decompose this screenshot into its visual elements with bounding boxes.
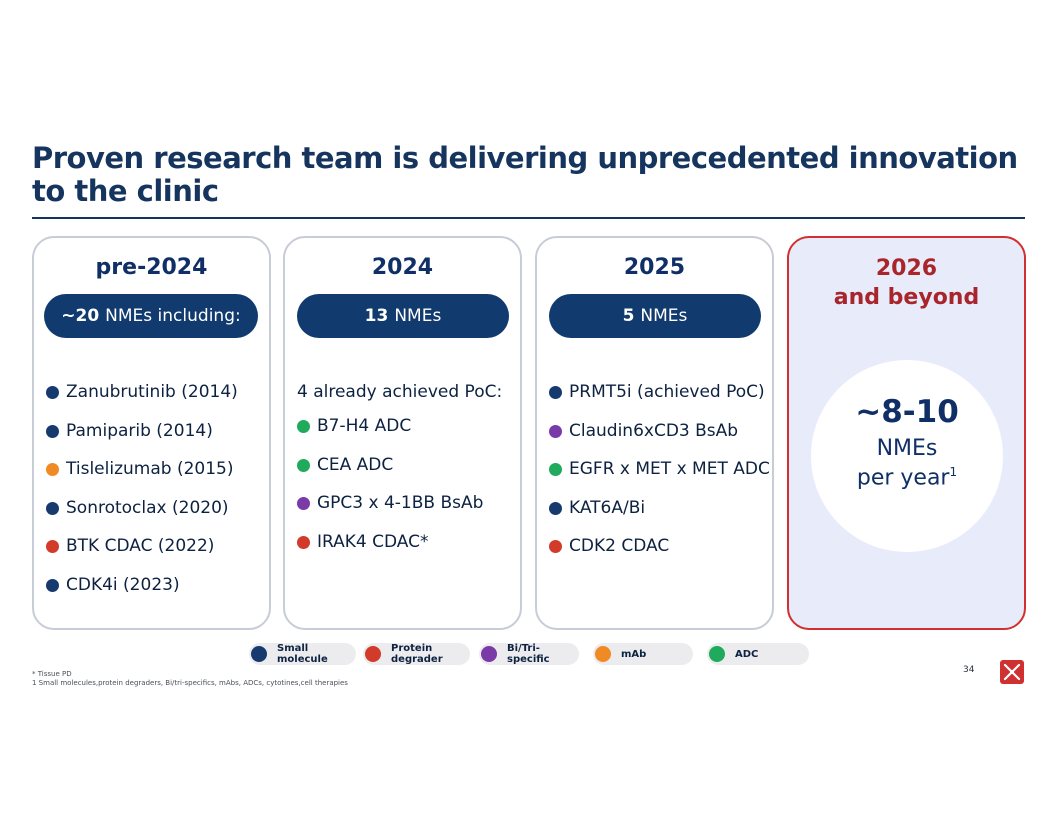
small-molecule-dot-icon [549, 385, 562, 399]
card-heading: 2025 [623, 255, 686, 280]
footnote-tissue-pd: * Tissue PD [32, 670, 72, 678]
list-item-label: Tislelizumab (2015) [66, 459, 234, 479]
legend-protein-degrader: Protein degrader [363, 643, 470, 665]
title-line-2: to the clinic [32, 174, 219, 208]
list-item-label: Pamiparib (2014) [66, 421, 213, 441]
card-heading: pre-2024 [95, 255, 208, 280]
list-item-label: Claudin6xCD3 BsAb [569, 421, 739, 441]
list-item: PRMT5i (achieved PoC) [549, 382, 765, 402]
legend-small-molecule: Small molecule [249, 643, 356, 665]
poc-intro: 4 already achieved PoC: [297, 382, 503, 402]
list-item: CEA ADC [297, 455, 393, 475]
legend-label: Bi/Tri-specific [507, 643, 550, 665]
nme-count: 13 [364, 306, 389, 326]
list-item-label: B7-H4 ADC [317, 416, 412, 436]
card-heading: 2026 and beyond [789, 254, 1024, 312]
title-line-1: Proven research team is delivering unpre… [32, 141, 1018, 175]
nme-count: 5 [622, 306, 635, 326]
card-heading-line-1: 2026 [875, 256, 938, 281]
protein-degrader-dot-icon [549, 539, 562, 553]
nme-label: NMEs [394, 306, 442, 326]
nme-count-pill: 5 NMEs [549, 294, 761, 338]
title-divider [32, 217, 1025, 219]
small-molecule-dot-icon [46, 501, 59, 515]
adc-dot-icon [549, 462, 562, 476]
nme-label: NMEs including: [105, 306, 241, 326]
list-item: B7-H4 ADC [297, 416, 411, 436]
adc-dot-icon [297, 419, 310, 433]
small-molecule-dot-icon [46, 424, 59, 438]
list-item: Zanubrutinib (2014) [46, 382, 238, 402]
list-item: KAT6A/Bi [549, 498, 645, 518]
card-heading: 2024 [371, 255, 434, 280]
list-item: Pamiparib (2014) [46, 421, 213, 441]
footnote-marker: 1 [949, 465, 958, 479]
small-molecule-dot-icon [549, 501, 562, 515]
legend-bispecific: Bi/Tri-specific [479, 643, 579, 665]
bispecific-dot-icon [481, 646, 497, 662]
legend-label: Protein degrader [391, 643, 443, 665]
list-item: EGFR x MET x MET ADC [549, 459, 770, 479]
small-molecule-dot-icon [46, 385, 59, 399]
list-item-label: CDK4i (2023) [66, 575, 180, 595]
legend-label: mAb [621, 648, 647, 660]
legend-mab: mAb [593, 643, 693, 665]
mab-dot-icon [595, 646, 611, 662]
page-title: Proven research team is delivering unpre… [32, 142, 1022, 208]
small-molecule-dot-icon [251, 646, 267, 662]
list-item: Claudin6xCD3 BsAb [549, 421, 738, 441]
nme-count: ~20 [61, 306, 100, 326]
card-heading-line-2: and beyond [833, 285, 980, 310]
protein-degrader-dot-icon [365, 646, 381, 662]
list-item-label: Zanubrutinib (2014) [66, 382, 238, 402]
projection-value: ~8-10 [855, 394, 959, 430]
legend-adc: ADC [707, 643, 809, 665]
protein-degrader-dot-icon [297, 535, 310, 549]
list-item-label: PRMT5i (achieved PoC) [569, 382, 765, 402]
list-item-label: CEA ADC [317, 455, 394, 475]
protein-degrader-dot-icon [46, 539, 59, 553]
list-item: GPC3 x 4-1BB BsAb [297, 493, 483, 513]
nme-count-pill: 13 NMEs [297, 294, 509, 338]
card-2026-and-beyond: 2026 and beyond ~8-10 NMEs per year1 [787, 236, 1026, 630]
list-item-label: EGFR x MET x MET ADC [569, 459, 770, 479]
card-2024: 2024 13 NMEs 4 already achieved PoC: B7-… [283, 236, 522, 630]
nme-count-pill: ~20 NMEs including: [44, 294, 258, 338]
list-item: Tislelizumab (2015) [46, 459, 233, 479]
company-logo-icon [1000, 660, 1024, 684]
projection-period: per year1 [811, 465, 1003, 490]
legend-label: Small molecule [277, 643, 328, 665]
projection-unit: NMEs [876, 436, 938, 461]
nme-label: NMEs [640, 306, 688, 326]
list-item: BTK CDAC (2022) [46, 536, 214, 556]
list-item: CDK2 CDAC [549, 536, 669, 556]
page-number: 34 [963, 665, 975, 675]
mab-dot-icon [46, 462, 59, 476]
adc-dot-icon [709, 646, 725, 662]
list-item-label: GPC3 x 4-1BB BsAb [317, 493, 484, 513]
projection-period-text: per year [856, 465, 950, 491]
small-molecule-dot-icon [46, 578, 59, 592]
card-2025: 2025 5 NMEs PRMT5i (achieved PoC) Claudi… [535, 236, 774, 630]
list-item-label: KAT6A/Bi [569, 498, 646, 518]
bispecific-dot-icon [297, 496, 310, 510]
list-item-label: IRAK4 CDAC* [317, 532, 429, 552]
list-item-label: Sonrotoclax (2020) [66, 498, 229, 518]
legend-label: ADC [735, 648, 759, 660]
adc-dot-icon [297, 458, 310, 472]
bispecific-dot-icon [549, 424, 562, 438]
list-item: IRAK4 CDAC* [297, 532, 429, 552]
list-item: CDK4i (2023) [46, 575, 180, 595]
projection-circle: ~8-10 NMEs per year1 [811, 360, 1003, 552]
card-pre-2024: pre-2024 ~20 NMEs including: Zanubrutini… [32, 236, 271, 630]
list-item-label: BTK CDAC (2022) [66, 536, 215, 556]
list-item: Sonrotoclax (2020) [46, 498, 229, 518]
footnote-modalities: 1 Small molecules,protein degraders, Bi/… [32, 679, 348, 687]
list-item-label: CDK2 CDAC [569, 536, 670, 556]
